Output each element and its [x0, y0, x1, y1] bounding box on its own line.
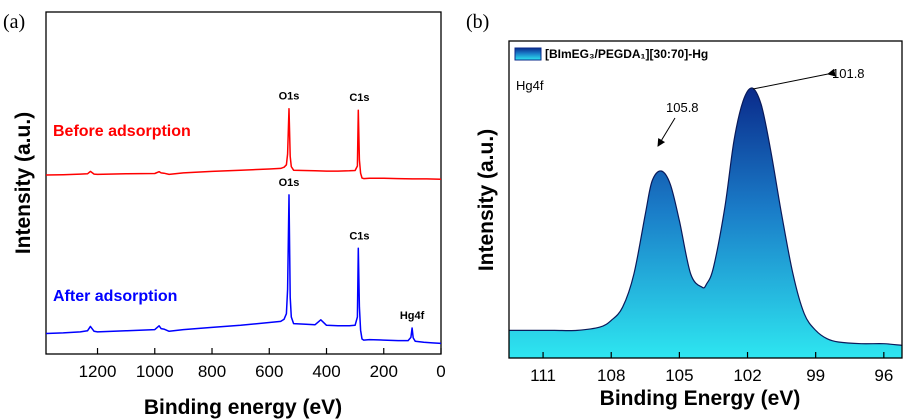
series-label-after: After adsorption: [53, 288, 177, 305]
panel-b-x-ticks: 111 108 105 102 99 96: [530, 352, 893, 385]
x-tick-label-b-102: 102: [733, 366, 761, 385]
series-line-after-adsorption: [45, 194, 442, 345]
x-tick-label-a-400: 400: [312, 362, 340, 381]
x-tick-label-a-1000: 1000: [136, 362, 174, 381]
x-tick-label-a-800: 800: [198, 362, 226, 381]
panel-a-y-axis-title: Intensity (a.u.): [12, 112, 35, 254]
legend-label: [BImEG₃/PEGDA₁][30:70]-Hg: [545, 47, 708, 61]
peak-label-before-adsorption-c1s: C1s: [349, 92, 369, 104]
spectrum-outline: [508, 87, 903, 346]
series-line-before-adsorption: [45, 107, 442, 180]
hg4f-annotation: Hg4f: [516, 78, 544, 93]
x-tick-label-b-108: 108: [597, 366, 625, 385]
x-tick-label-a-200: 200: [370, 362, 398, 381]
x-tick-label-b-99: 99: [806, 366, 825, 385]
peak-label-before-adsorption-o1s: O1s: [279, 91, 300, 103]
peak-label-after-adsorption-o1s: O1s: [279, 177, 300, 189]
panel-b-spectrum: [508, 87, 903, 358]
x-tick-label-a-1200: 1200: [79, 362, 117, 381]
peak-arrow-101-8: [752, 68, 836, 90]
x-tick-label-a-600: 600: [255, 362, 283, 381]
legend: [BImEG₃/PEGDA₁][30:70]-Hg: [514, 47, 708, 61]
peak-label-after-adsorption-hg4f: Hg4f: [400, 310, 425, 322]
peak-label-105-8: 105.8: [666, 100, 699, 115]
panel-a-series: [45, 107, 442, 345]
panel-a: (a) 1200 1000 800 600 400 200 0 O1s C1s O1s C1s Hg…: [3, 11, 446, 419]
panel-a-x-axis-title: Binding energy (eV): [144, 396, 342, 419]
legend-swatch: [514, 47, 542, 61]
panel-a-x-ticks: 1200 1000 800 600 400 200 0: [79, 348, 446, 381]
panel-b-label: (b): [466, 11, 489, 33]
series-label-before: Before adsorption: [53, 123, 191, 140]
panel-a-frame: [45, 11, 442, 355]
spectrum-area-fill: [509, 87, 902, 358]
peak-label-101-8: 101.8: [832, 66, 865, 81]
panel-b-y-axis-title: Intensity (a.u.): [475, 129, 498, 271]
x-tick-label-a-0: 0: [436, 362, 445, 381]
panel-a-peak-labels: O1s C1s O1s C1s Hg4f: [279, 91, 425, 322]
x-tick-label-b-96: 96: [874, 366, 893, 385]
x-tick-label-b-105: 105: [665, 366, 693, 385]
x-tick-label-b-111: 111: [530, 366, 556, 385]
peak-arrow-105-8: [657, 117, 676, 147]
panel-b: (b) 111 108 105 102 99 96 [BImEG₃/PEGDA₁][30:…: [466, 11, 903, 410]
panel-b-x-axis-title: Binding Energy (eV): [600, 387, 801, 410]
peak-label-after-adsorption-c1s: C1s: [349, 230, 369, 242]
panel-a-label: (a): [3, 11, 25, 33]
panel-b-frame: [508, 40, 903, 359]
